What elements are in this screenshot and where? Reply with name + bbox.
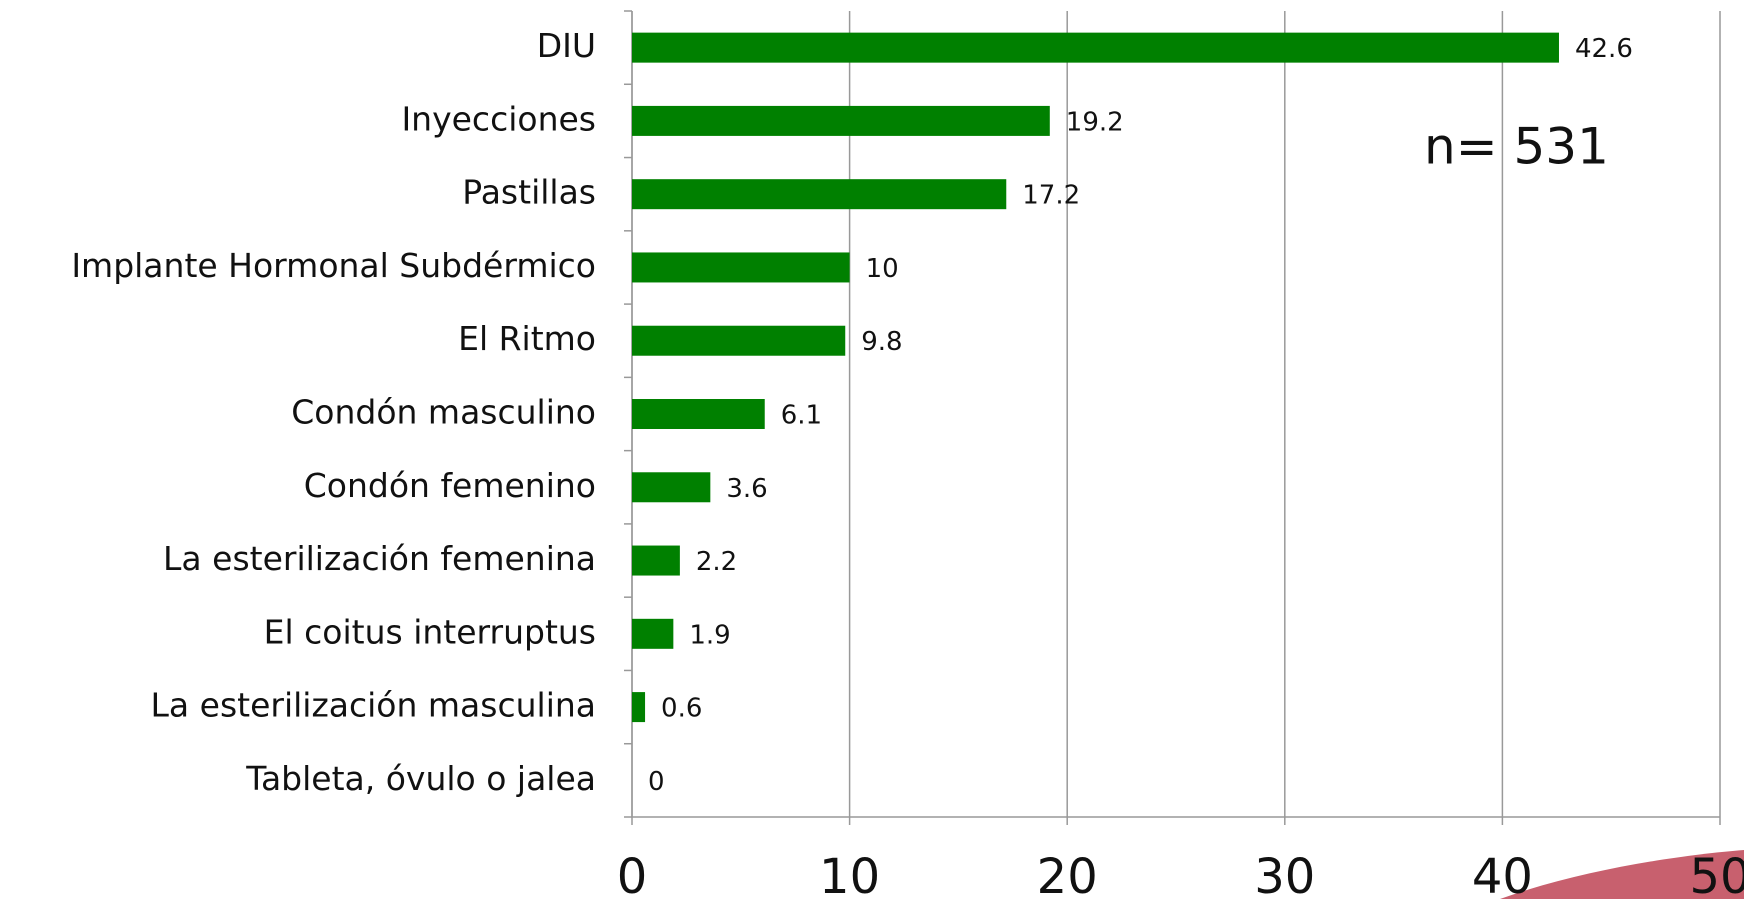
annotation: n= 531 xyxy=(1424,118,1609,176)
y-tick-label: Inyecciones xyxy=(401,99,596,138)
x-tick-label: 0 xyxy=(617,849,648,899)
y-tick-label: Condón femenino xyxy=(304,466,596,505)
y-tick-label: Tableta, óvulo o jalea xyxy=(245,759,596,798)
x-tick-label: 50 xyxy=(1689,849,1744,899)
value-label: 6.1 xyxy=(781,401,822,431)
x-tick-label: 40 xyxy=(1472,849,1533,899)
y-tick-label: El coitus interruptus xyxy=(264,612,596,651)
value-label: 17.2 xyxy=(1022,181,1080,211)
y-tick-label: La esterilización femenina xyxy=(163,539,596,578)
bar xyxy=(632,105,1050,136)
bar xyxy=(632,179,1007,210)
x-tick-label: 20 xyxy=(1037,849,1098,899)
x-tick-label: 30 xyxy=(1254,849,1315,899)
bar xyxy=(632,472,711,503)
bar xyxy=(632,252,850,283)
bar xyxy=(632,325,846,356)
bar xyxy=(632,399,765,429)
bar xyxy=(632,692,646,723)
y-tick-label: Pastillas xyxy=(462,173,596,212)
value-label: 42.6 xyxy=(1575,34,1633,64)
x-tick-label: 10 xyxy=(819,849,880,899)
decoration xyxy=(1500,850,1744,899)
value-label: 0.6 xyxy=(661,694,702,724)
value-label: 9.8 xyxy=(861,327,902,357)
bar xyxy=(632,32,1559,63)
value-label: 19.2 xyxy=(1066,107,1124,137)
y-tick-label: El Ritmo xyxy=(458,319,596,358)
value-label: 2.2 xyxy=(696,547,737,577)
value-label: 3.6 xyxy=(726,474,767,504)
value-label: 10 xyxy=(866,254,899,284)
y-tick-label: La esterilización masculina xyxy=(151,686,596,725)
bar xyxy=(632,545,680,576)
y-tick-label: DIU xyxy=(537,26,596,65)
y-tick-label: Condón masculino xyxy=(291,393,596,432)
bar xyxy=(632,618,674,649)
value-label: 1.9 xyxy=(689,620,730,650)
value-label: 0 xyxy=(648,767,665,797)
y-tick-label: Implante Hormonal Subdérmico xyxy=(71,246,596,285)
